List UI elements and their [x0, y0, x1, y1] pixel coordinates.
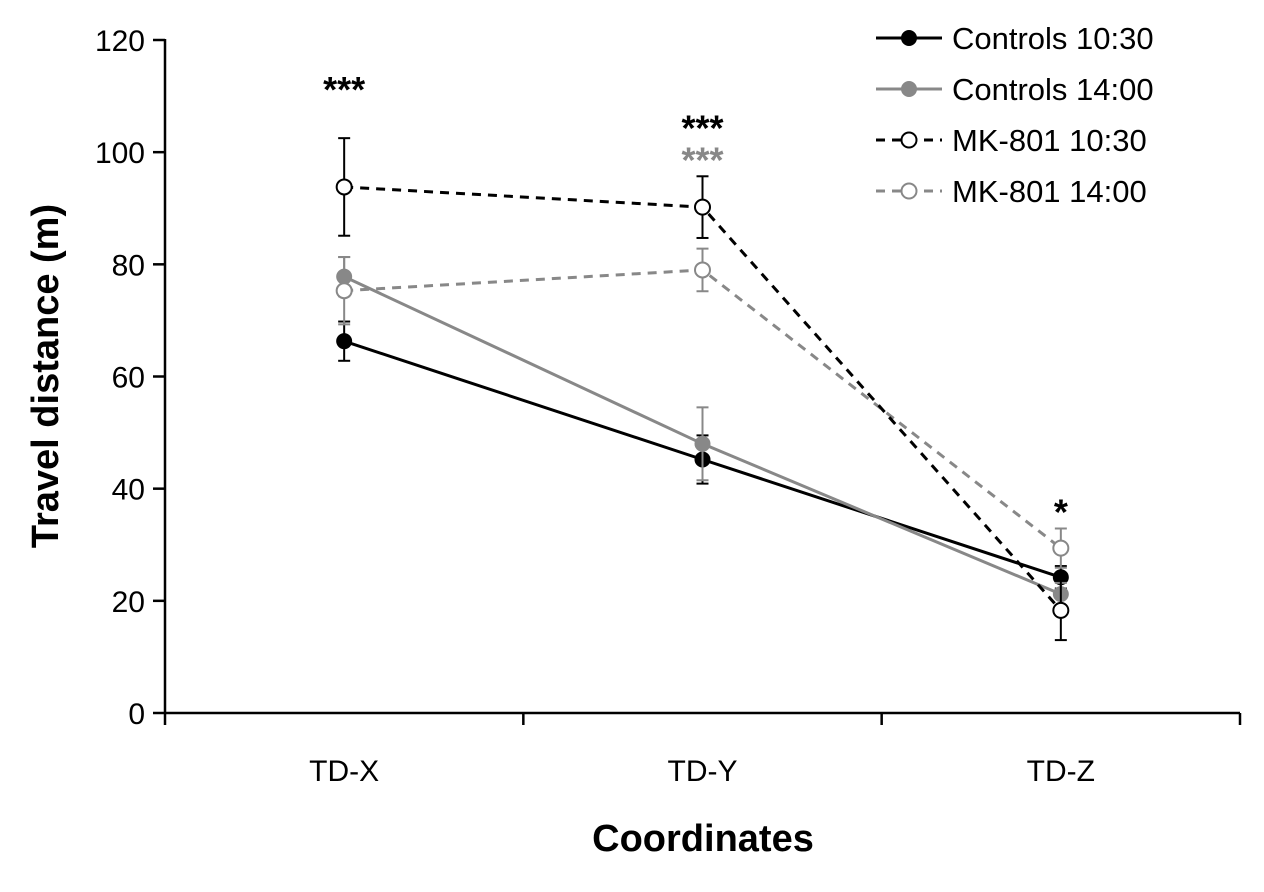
legend: Controls 10:30 Controls 14:00 MK-801 10:30… — [876, 21, 1154, 209]
legend-item: MK-801 10:30 — [876, 123, 1147, 158]
y-tick-label: 20 — [112, 586, 145, 619]
significance-marker: * — [1054, 491, 1068, 532]
significance-marker: *** — [681, 139, 723, 180]
x-tick-label: TD-Y — [668, 755, 738, 788]
x-tick-label: TD-X — [309, 755, 379, 788]
x-tick-label: TD-Z — [1027, 755, 1095, 788]
data-point — [1052, 539, 1070, 557]
annotation-layer: ********** — [323, 69, 1068, 532]
data-point — [335, 178, 353, 196]
significance-marker: *** — [681, 107, 723, 148]
data-point — [1052, 601, 1070, 619]
legend-marker — [900, 131, 918, 149]
legend-item: Controls 14:00 — [876, 72, 1154, 107]
series-controls-14-00 — [336, 256, 1069, 607]
series-mk-801-14-00 — [335, 247, 1070, 569]
legend-item: MK-801 14:00 — [876, 174, 1147, 209]
y-axis-title: Travel distance (m) — [25, 204, 67, 548]
y-tick-label: 60 — [112, 362, 145, 395]
legend-label: MK-801 14:00 — [952, 174, 1147, 209]
legend-item: Controls 10:30 — [876, 21, 1154, 56]
legend-label: Controls 14:00 — [952, 72, 1154, 107]
data-point — [694, 435, 711, 452]
y-tick-label: 80 — [112, 249, 145, 282]
legend-label: Controls 10:30 — [952, 21, 1154, 56]
y-tick-label: 40 — [112, 474, 145, 507]
y-tick-label: 120 — [95, 25, 145, 58]
y-tick-label: 0 — [128, 698, 145, 731]
data-point — [335, 282, 353, 300]
legend-marker — [901, 81, 917, 97]
y-tick-label: 100 — [95, 137, 145, 170]
significance-marker: *** — [323, 69, 365, 110]
legend-marker — [901, 30, 917, 46]
legend-marker — [900, 182, 918, 200]
axes: 0 20 40 60 80 100 120 TD-X TD-Y TD-Z — [95, 25, 1242, 788]
series-mk-801-10-30 — [335, 137, 1070, 642]
data-point — [694, 198, 711, 216]
legend-label: MK-801 10:30 — [952, 123, 1147, 158]
series-layer — [335, 137, 1070, 642]
data-point — [694, 261, 711, 279]
x-axis-title: Coordinates — [592, 818, 814, 860]
data-point — [336, 333, 353, 350]
